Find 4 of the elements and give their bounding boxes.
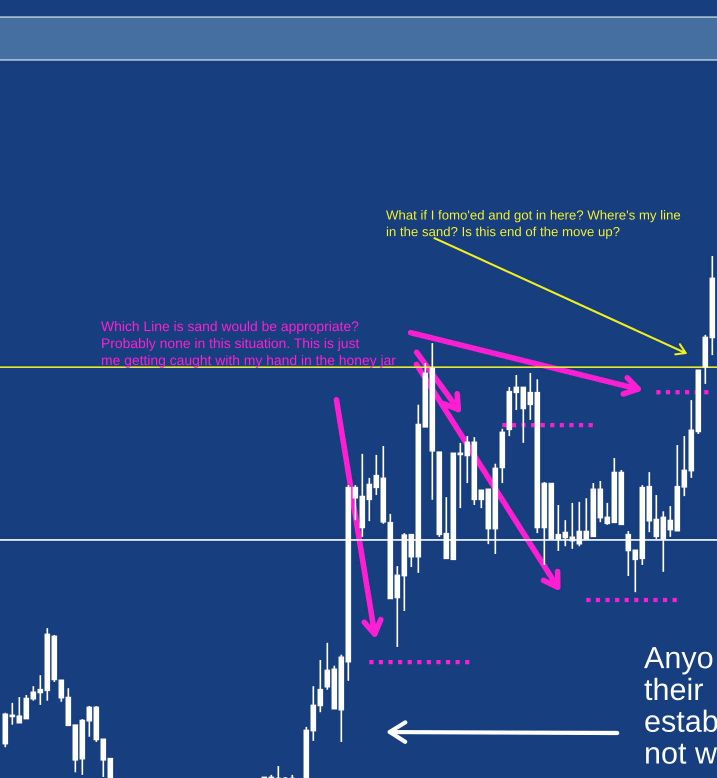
annotation: Which Line is sand would be appropriate? Probably none in this situation. This is just me getting caught with my hand in the honey jar [101, 321, 396, 368]
annotation: Anyo their estab not w [644, 647, 717, 764]
text: What if I fomo'ed and got in here? Where's my line in the sand? Is this end of the move up? [386, 210, 680, 239]
candlestick [276, 765, 282, 778]
